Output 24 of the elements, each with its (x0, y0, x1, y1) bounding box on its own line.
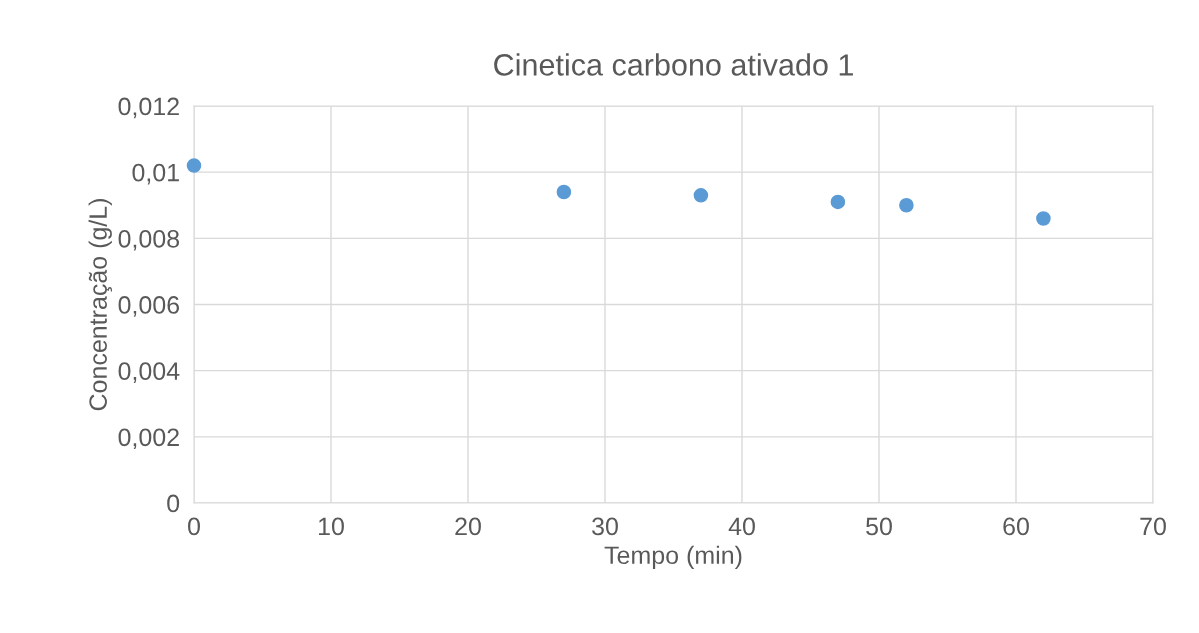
x-tick-label: 30 (592, 517, 618, 536)
point (830, 194, 846, 210)
y-tick-label: 0,012 (118, 97, 179, 119)
y-tick-label: 0,01 (132, 163, 179, 185)
x-tick-label: 40 (728, 517, 755, 536)
x-tick-label: 60 (1003, 517, 1029, 536)
x-tick-label: 0 (188, 517, 200, 536)
y-tick-label: 0,006 (118, 296, 180, 317)
x-axis-title: Tempo (min) (604, 545, 742, 570)
y-tick-label: 0 (167, 494, 180, 513)
x-tick-label: 10 (319, 517, 344, 536)
point (693, 188, 709, 203)
y-axis-title: Concentração (g/L) (88, 199, 112, 411)
x-tick-label: 70 (1140, 517, 1166, 536)
y-tick-label: 0,004 (118, 362, 180, 383)
point (899, 197, 914, 213)
chart-title: Cinetica carbono ativado 1 (494, 53, 853, 76)
point (186, 158, 202, 173)
y-tick-label: 0,008 (118, 229, 180, 251)
point (556, 184, 572, 200)
x-tick-label: 50 (866, 517, 892, 536)
y-tick-label: 0,002 (118, 428, 179, 450)
point (1036, 211, 1051, 226)
x-tick-label: 20 (455, 517, 481, 536)
